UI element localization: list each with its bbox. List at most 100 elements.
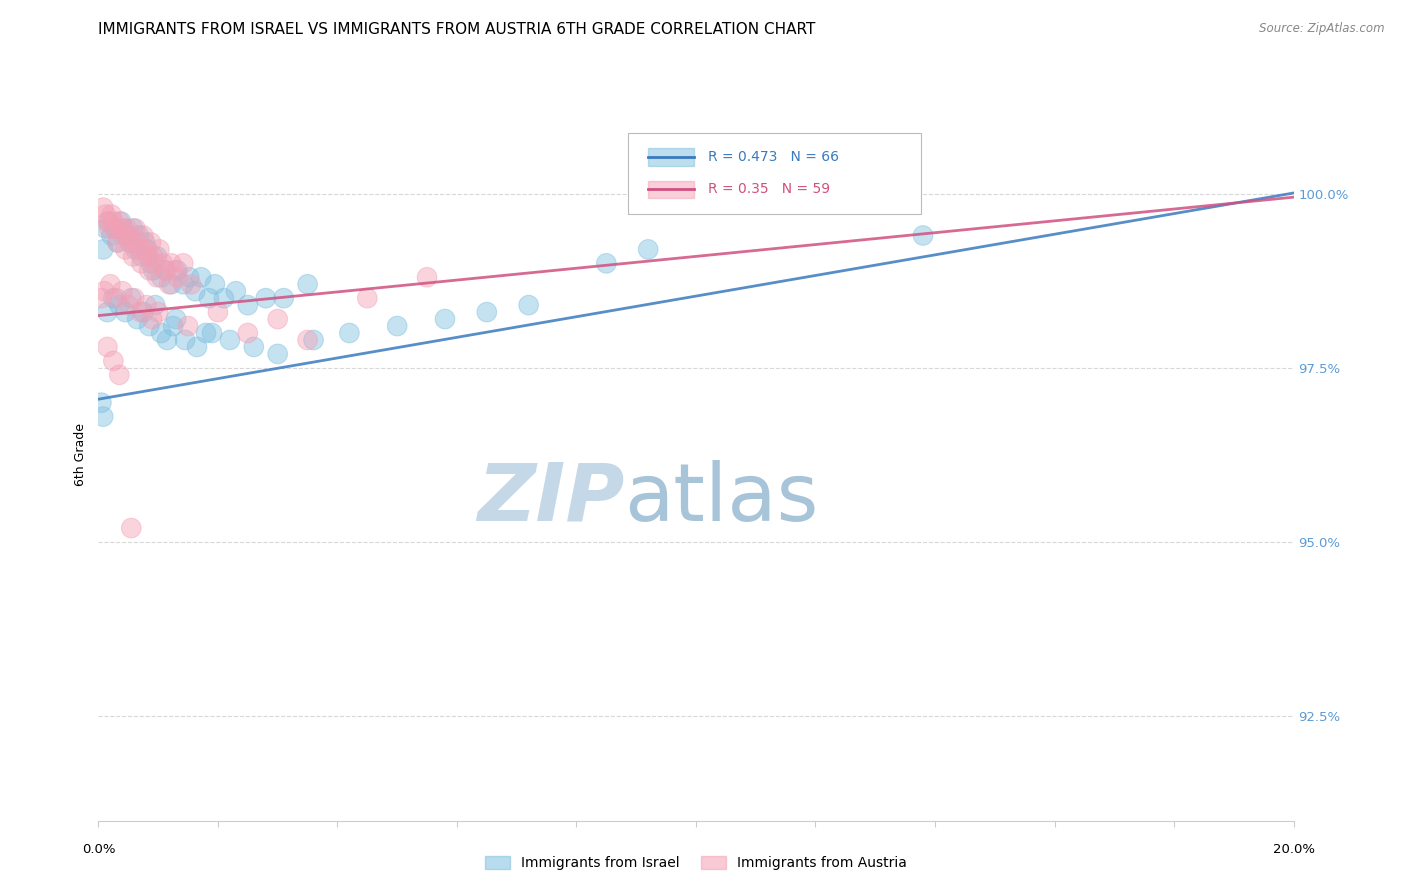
- Point: [94, 208, 117, 222]
- Text: R = 0.35   N = 59: R = 0.35 N = 59: [709, 182, 830, 196]
- Point: [91, 243, 114, 257]
- Point: [302, 333, 325, 347]
- Point: [143, 298, 166, 312]
- Point: [146, 270, 169, 285]
- Point: [179, 270, 201, 285]
- Text: ZIP: ZIP: [477, 459, 624, 538]
- Point: [103, 354, 125, 368]
- FancyBboxPatch shape: [648, 148, 693, 166]
- Point: [236, 326, 259, 340]
- Point: [104, 221, 127, 235]
- Point: [165, 312, 187, 326]
- Point: [135, 298, 157, 312]
- Point: [117, 298, 139, 312]
- Point: [139, 235, 162, 250]
- Text: 20.0%: 20.0%: [1272, 843, 1315, 856]
- Point: [120, 521, 142, 535]
- Point: [160, 277, 183, 292]
- Point: [225, 284, 247, 298]
- Text: R = 0.473   N = 66: R = 0.473 N = 66: [709, 150, 839, 164]
- Point: [166, 263, 188, 277]
- Point: [96, 305, 118, 319]
- Text: 0.0%: 0.0%: [82, 843, 115, 856]
- Point: [98, 214, 121, 228]
- Point: [195, 326, 218, 340]
- Point: [204, 277, 226, 292]
- Point: [128, 228, 150, 243]
- Point: [90, 291, 112, 305]
- Point: [475, 305, 498, 319]
- Point: [90, 395, 112, 409]
- Point: [172, 256, 194, 270]
- Point: [150, 270, 173, 285]
- Point: [107, 235, 129, 250]
- Point: [115, 228, 138, 243]
- Point: [120, 291, 142, 305]
- Point: [138, 263, 160, 277]
- Point: [219, 333, 242, 347]
- Point: [110, 221, 132, 235]
- Point: [172, 277, 194, 292]
- Point: [91, 201, 114, 215]
- Point: [112, 221, 135, 235]
- Point: [157, 277, 180, 292]
- Point: [138, 319, 160, 334]
- Text: Source: ZipAtlas.com: Source: ZipAtlas.com: [1260, 22, 1385, 36]
- Point: [108, 368, 131, 382]
- Point: [174, 333, 197, 347]
- Point: [517, 298, 540, 312]
- Point: [131, 256, 153, 270]
- Point: [114, 305, 136, 319]
- Point: [155, 263, 177, 277]
- Point: [112, 228, 135, 243]
- Point: [207, 305, 229, 319]
- FancyBboxPatch shape: [628, 133, 921, 213]
- Point: [356, 291, 378, 305]
- Text: atlas: atlas: [624, 459, 818, 538]
- Point: [433, 312, 456, 326]
- Point: [177, 319, 200, 334]
- Point: [162, 319, 184, 334]
- Point: [115, 221, 138, 235]
- Point: [136, 249, 159, 263]
- Point: [91, 409, 114, 424]
- Point: [201, 326, 224, 340]
- Point: [120, 235, 142, 250]
- Point: [134, 243, 156, 257]
- Point: [190, 270, 212, 285]
- Point: [156, 333, 179, 347]
- Point: [152, 256, 174, 270]
- Legend: Immigrants from Israel, Immigrants from Austria: Immigrants from Israel, Immigrants from …: [479, 851, 912, 876]
- Point: [150, 326, 173, 340]
- Point: [254, 291, 277, 305]
- Point: [107, 235, 129, 250]
- Point: [141, 312, 163, 326]
- Point: [160, 256, 183, 270]
- Point: [100, 228, 122, 243]
- Point: [110, 214, 132, 228]
- Point: [96, 214, 118, 228]
- Point: [104, 221, 127, 235]
- Point: [100, 277, 122, 292]
- Point: [595, 256, 617, 270]
- Point: [180, 277, 202, 292]
- Point: [132, 228, 155, 243]
- Point: [198, 291, 221, 305]
- Point: [166, 270, 188, 285]
- Point: [142, 263, 165, 277]
- Point: [637, 243, 659, 257]
- Point: [155, 263, 177, 277]
- Point: [105, 291, 128, 305]
- Point: [122, 249, 145, 263]
- Point: [122, 221, 145, 235]
- Point: [100, 208, 122, 222]
- Point: [96, 340, 118, 354]
- Point: [416, 270, 439, 285]
- Point: [142, 249, 165, 263]
- Point: [385, 319, 409, 334]
- Point: [132, 305, 155, 319]
- Point: [103, 291, 125, 305]
- Point: [236, 298, 259, 312]
- Point: [103, 214, 125, 228]
- Point: [93, 284, 115, 298]
